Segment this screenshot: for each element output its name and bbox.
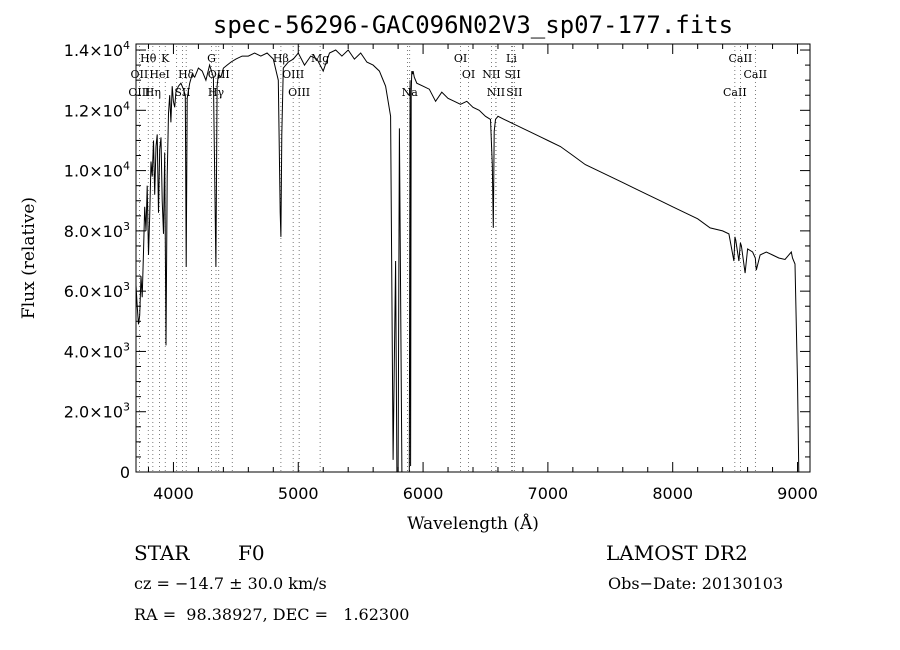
marker-label: HeI xyxy=(149,68,169,81)
marker-label: Hγ xyxy=(208,86,225,99)
marker-label: NII xyxy=(487,86,505,99)
marker-label: OII xyxy=(131,68,149,81)
marker-label: K xyxy=(161,52,170,65)
y-tick-exponent: 4 xyxy=(123,39,130,52)
marker-label: Hδ xyxy=(178,68,195,81)
y-tick-mantissa: 1.4×10 xyxy=(64,41,123,60)
y-tick-exponent: 3 xyxy=(123,401,130,414)
y-tick-exponent: 4 xyxy=(123,160,130,173)
spectrum-line xyxy=(135,49,800,473)
x-tick-label: 7000 xyxy=(528,484,569,503)
marker-label: CaII xyxy=(723,86,747,99)
x-tick-label: 9000 xyxy=(777,484,818,503)
y-tick-mantissa: 1.2×10 xyxy=(64,101,123,120)
marker-label: OIII xyxy=(128,86,150,99)
obs-date-text: Obs−Date: 20130103 xyxy=(608,574,784,593)
y-tick-mantissa: 0 xyxy=(120,463,130,482)
y-tick-label: 1.2×104 xyxy=(64,99,130,120)
y-tick-mantissa: 4.0×10 xyxy=(64,342,123,361)
marker-label: SII xyxy=(506,86,522,99)
y-tick-exponent: 4 xyxy=(123,99,130,112)
y-tick-label: 4.0×103 xyxy=(64,340,130,361)
marker-label: G xyxy=(207,52,216,65)
y-axis-label: Flux (relative) xyxy=(19,197,39,319)
y-tick-label: 0 xyxy=(120,463,130,482)
y-tick-mantissa: 6.0×10 xyxy=(64,282,123,301)
y-tick-exponent: 3 xyxy=(123,340,130,353)
y-tick-exponent: 3 xyxy=(123,280,130,293)
y-tick-label: 1.0×104 xyxy=(64,160,130,181)
x-tick-label: 8000 xyxy=(652,484,693,503)
marker-label: CaII xyxy=(729,52,753,65)
redshift-text: cz = −14.7 ± 30.0 km/s xyxy=(134,574,327,593)
marker-label: Mg xyxy=(311,52,329,65)
object-class: STAR xyxy=(134,541,190,565)
marker-label: CaII xyxy=(743,68,767,81)
y-tick-label: 1.4×104 xyxy=(64,39,130,60)
marker-label: Hθ xyxy=(140,52,157,65)
marker-label: SII xyxy=(174,86,190,99)
marker-label: OIII xyxy=(288,86,310,99)
x-axis-label: Wavelength (Å) xyxy=(407,513,539,534)
y-tick-label: 8.0×103 xyxy=(64,220,130,241)
y-tick-label: 6.0×103 xyxy=(64,280,130,301)
x-tick-label: 6000 xyxy=(403,484,444,503)
y-tick-mantissa: 1.0×10 xyxy=(64,162,123,181)
marker-label: SII xyxy=(504,68,520,81)
chart-title: spec-56296-GAC096N02V3_sp07-177.fits xyxy=(213,11,733,39)
marker-label: OIII xyxy=(282,68,304,81)
x-axis: 4000 5000 6000 7000 8000 9000 xyxy=(147,44,818,503)
plot-frame xyxy=(135,43,811,473)
marker-label: OI xyxy=(462,68,475,81)
x-tick-label: 5000 xyxy=(278,484,319,503)
x-tick-label: 4000 xyxy=(153,484,194,503)
y-tick-mantissa: 8.0×10 xyxy=(64,222,123,241)
marker-label: Li xyxy=(506,52,517,65)
marker-label: Hη xyxy=(145,86,161,99)
y-tick-exponent: 3 xyxy=(123,220,130,233)
object-subclass: F0 xyxy=(238,541,265,565)
survey-name: LAMOST DR2 xyxy=(606,541,748,565)
marker-label: NII xyxy=(482,68,500,81)
coordinates-text: RA = 98.38927, DEC = 1.62300 xyxy=(134,605,410,624)
y-tick-mantissa: 2.0×10 xyxy=(64,403,123,422)
y-axis: 02.0×1034.0×1036.0×1038.0×1031.0×1041.2×… xyxy=(64,39,810,482)
marker-label: Hβ xyxy=(273,52,289,65)
y-tick-label: 2.0×103 xyxy=(64,401,130,422)
marker-label: OI xyxy=(454,52,467,65)
